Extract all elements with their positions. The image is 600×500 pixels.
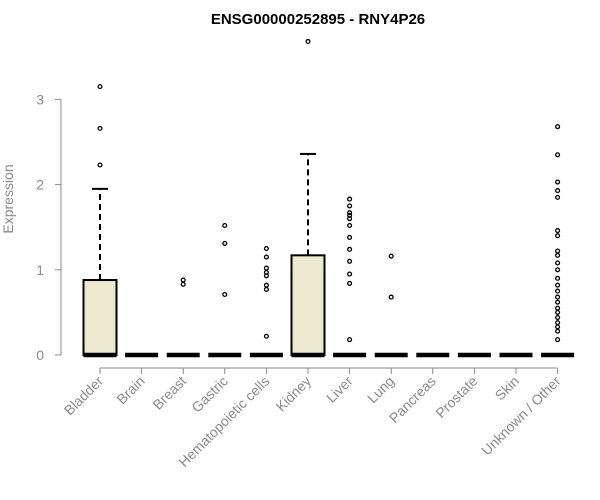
x-tick-label: Bladder (61, 373, 107, 419)
y-axis-label: Expression (0, 164, 16, 233)
y-tick-label: 3 (36, 91, 44, 107)
outlier-point (555, 194, 561, 200)
outlier-point (555, 260, 561, 266)
y-tick-label: 1 (36, 262, 44, 278)
outlier-point (555, 248, 561, 254)
outlier-point (97, 125, 103, 131)
outlier-point (347, 280, 353, 286)
box-group (541, 124, 575, 358)
x-tick-label: Prostate (432, 373, 480, 421)
box (290, 254, 326, 356)
outlier-point (555, 124, 561, 130)
chart-title: ENSG00000252895 - RNY4P26 (211, 11, 425, 28)
y-tick-label: 0 (36, 347, 44, 363)
outlier-point (555, 309, 561, 315)
outlier-point (347, 203, 353, 209)
outlier-point (97, 162, 103, 168)
x-tick-label: Breast (149, 373, 189, 413)
x-tick-label: Liver (323, 373, 356, 406)
x-tick-label: Brain (113, 373, 147, 407)
box-group (82, 84, 118, 358)
outlier-point (305, 38, 311, 45)
outlier-point (555, 233, 561, 239)
outlier-point (347, 337, 353, 343)
outlier-point (555, 228, 561, 234)
x-tick-label: Kidney (273, 373, 315, 415)
box-group (166, 277, 200, 358)
outlier-point (263, 286, 269, 292)
outlier-point (347, 212, 353, 218)
outlier-point (180, 277, 186, 283)
outlier-point (555, 314, 561, 321)
outlier-point (555, 275, 561, 281)
outlier-point (555, 188, 561, 194)
outlier-point (555, 179, 561, 185)
outlier-point (263, 282, 269, 288)
box-group (290, 38, 326, 358)
outlier-point (263, 333, 269, 339)
outlier-point (347, 271, 353, 277)
box (82, 279, 118, 356)
outlier-point (263, 254, 269, 260)
outlier-point (555, 324, 561, 330)
outlier-point (347, 246, 353, 252)
outlier-point (555, 267, 561, 273)
outlier-point (347, 196, 353, 202)
outlier-point (388, 294, 394, 300)
box-group (249, 245, 283, 358)
outlier-point (222, 291, 228, 298)
outlier-point (555, 282, 561, 288)
box-group (208, 222, 242, 358)
outlier-point (555, 328, 561, 334)
y-axis: 0 1 2 3 (36, 91, 62, 363)
outlier-point (180, 281, 186, 287)
outlier-point (555, 294, 561, 300)
outlier-point (555, 152, 561, 158)
plot-area (82, 38, 575, 358)
outlier-point (222, 240, 228, 246)
outlier-point (97, 84, 103, 90)
outlier-point (263, 245, 269, 252)
outlier-point (555, 299, 561, 305)
outlier-point (263, 265, 269, 271)
outlier-point (388, 253, 394, 259)
outlier-point (347, 234, 353, 240)
outlier-point (222, 222, 228, 229)
x-tick-label: Skin (492, 373, 523, 404)
outlier-point (347, 222, 353, 229)
box-group (333, 196, 367, 358)
y-tick-label: 2 (36, 177, 44, 193)
outlier-point (347, 258, 353, 264)
outlier-point (555, 252, 561, 258)
outlier-point (555, 337, 561, 343)
outlier-point (555, 305, 561, 311)
x-tick-label: Unknown / Other (478, 373, 564, 459)
x-tick-label: Lung (364, 373, 397, 406)
box-group (374, 253, 408, 358)
outlier-point (347, 210, 353, 216)
outlier-point (555, 288, 561, 294)
outlier-point (263, 269, 269, 275)
outlier-point (555, 320, 561, 326)
